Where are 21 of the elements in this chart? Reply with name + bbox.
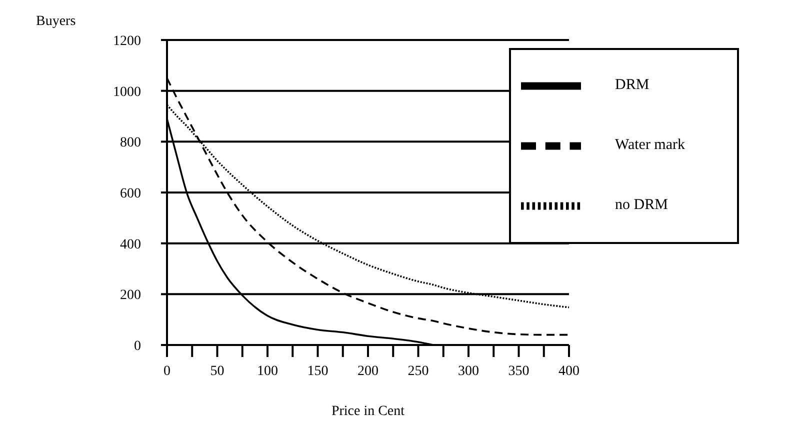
x-axis-title: Price in Cent [331,404,405,419]
y-tick-label: 400 [120,237,141,252]
legend-label: DRM [615,77,650,94]
x-tick-label: 200 [358,364,378,379]
y-tick-label: 800 [120,136,141,151]
x-tick-label: 0 [164,364,170,379]
y-tick-label: 200 [120,288,141,304]
x-tick-label: 300 [458,364,479,379]
legend-label: Water mark [615,137,686,154]
x-tick-label: 50 [210,364,224,379]
x-tick-label: 400 [558,364,580,379]
y-tick-label: 600 [120,186,141,202]
x-tick-label: 100 [257,364,278,379]
y-axis-title: Buyers [36,14,76,30]
x-tick-label: 350 [508,364,530,379]
legend-label: no DRM [615,197,668,214]
x-tick-label: 150 [307,364,328,379]
x-tick-label: 250 [408,364,429,379]
y-tick-label: 1200 [113,34,141,49]
y-tick-label: 0 [134,338,141,354]
y-tick-label: 1000 [113,84,141,100]
